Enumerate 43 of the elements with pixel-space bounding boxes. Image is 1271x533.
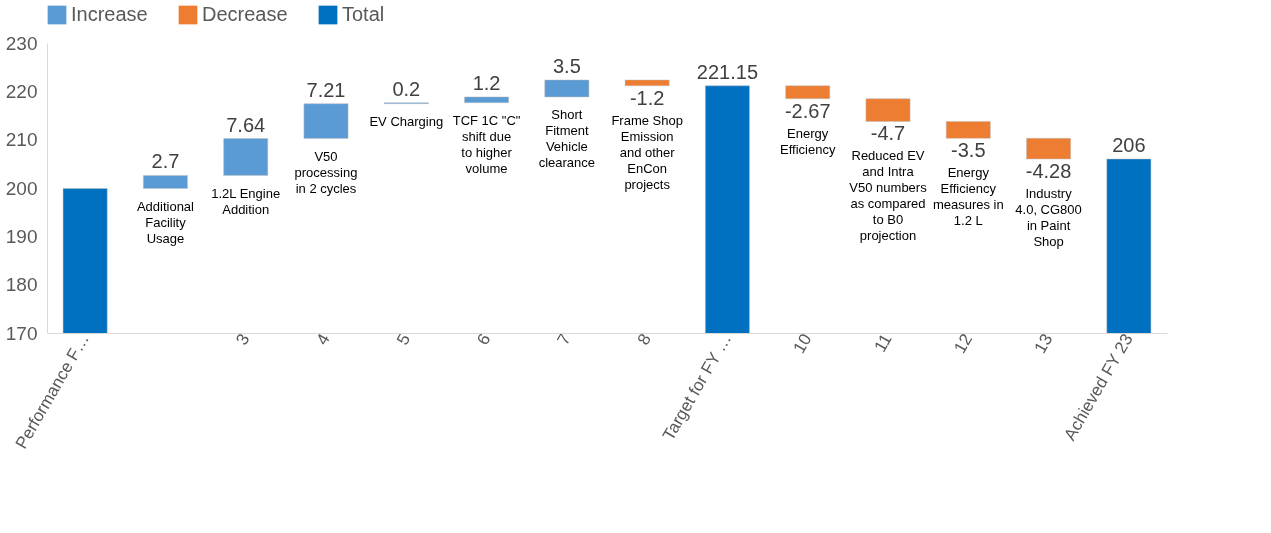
data-label: -1.2 [629,86,665,109]
annotation: Energy Efficiency measures in 1.2 L [932,165,1004,229]
annotation: V50 processing in 2 cycles [294,148,358,196]
x-tick-label: 8 [633,330,655,349]
x-tick-label: 13 [1030,330,1057,357]
y-tick-label: 180 [5,274,38,296]
annotation: 1.2L Engine Addition [211,185,281,217]
data-label: -3.5 [951,139,986,162]
data-label: 7.64 [226,113,266,136]
y-tick-label: 200 [5,177,38,199]
annotation: Additional Facility Usage [136,198,195,246]
y-tick-label: 170 [5,322,38,344]
y-tick-label: 220 [5,80,38,102]
data-label: 0.2 [392,77,421,100]
x-tick-label: 12 [950,330,977,357]
annotation: Frame Shop Emission and other EnCon projects [611,112,683,192]
data-label: -4.28 [1025,160,1072,182]
x-tick-label: 11 [870,330,896,356]
legend-label: Increase [71,3,148,25]
x-tick-label: 4 [312,330,334,349]
data-label: -4.7 [870,122,906,145]
annotation: TCF 1C "C" shift due to higher volume [452,112,521,176]
annotation: Industry 4.0, CG800 in Paint Shop [1015,186,1082,249]
data-label: -2.67 [784,99,831,122]
annotation: EV Charging [369,113,444,129]
annotation: Short Fitment Vehicle clearance [538,106,596,170]
y-tick-label: 210 [5,129,38,151]
data-label: 3.5 [552,54,581,77]
x-tick-label: 3 [232,330,254,349]
data-label: 221.15 [696,60,759,83]
legend-label: Decrease [202,3,288,25]
data-label: 7.21 [306,78,346,101]
legend-label: Total [342,3,385,25]
data-label: 2.7 [151,150,180,173]
annotation: Energy Efficiency [780,125,836,157]
annotation: Reduced EV and Intra V50 numbers as compared to B0 projection [849,148,928,244]
y-tick-label: 230 [5,32,38,54]
x-tick-label: 10 [789,330,816,357]
x-tick-label: 5 [392,330,415,349]
x-tick-label: 6 [473,330,495,349]
data-label: 206 [1112,134,1146,156]
data-label: 1.2 [472,71,501,94]
y-tick-label: 190 [5,225,38,247]
